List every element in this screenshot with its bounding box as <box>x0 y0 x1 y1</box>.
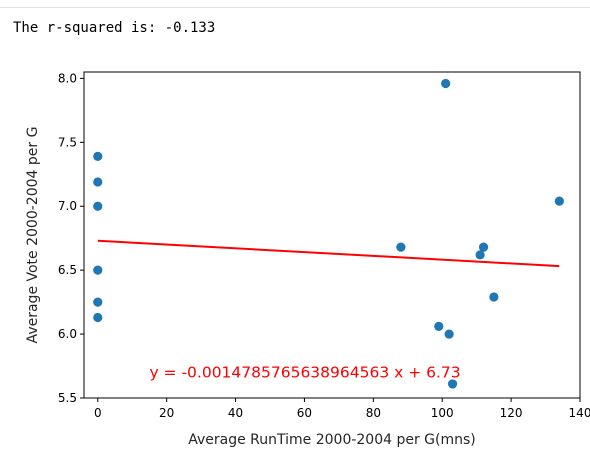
data-point <box>441 78 451 89</box>
plot-frame <box>83 71 581 399</box>
data-point <box>93 312 103 323</box>
regression-equation: y = -0.0014785765638964563 x + 6.73 <box>149 364 460 382</box>
x-axis-label: Average RunTime 2000-2004 per G(mns) <box>188 432 476 448</box>
y-axis-ticks: 5.5 6.0 6.5 7.0 7.5 8.0 <box>58 71 84 405</box>
data-point <box>554 196 564 206</box>
data-point <box>444 329 454 339</box>
x-tick-label: 20 <box>159 406 174 420</box>
plot-area-border <box>83 71 581 399</box>
data-point <box>93 201 103 211</box>
x-tick-label: 120 <box>500 406 523 420</box>
x-tick-label: 100 <box>431 406 454 420</box>
x-tick-label: 60 <box>297 406 312 420</box>
data-point <box>434 321 444 332</box>
regression-line-group <box>97 239 560 268</box>
data-point <box>447 379 458 389</box>
output-text: The r-squared is: -0.133 <box>13 20 216 36</box>
data-point <box>93 151 103 161</box>
data-point <box>478 242 489 252</box>
data-point <box>93 297 103 307</box>
x-tick-label: 80 <box>366 406 381 420</box>
data-point <box>475 250 485 260</box>
y-tick-label: 5.5 <box>58 391 77 405</box>
data-point <box>489 292 499 302</box>
regression-line <box>97 239 560 268</box>
y-tick-label: 6.5 <box>58 263 77 277</box>
x-axis-ticks: 0 20 40 60 80 100 120 140 <box>94 398 590 420</box>
x-tick-label: 0 <box>94 406 102 420</box>
cell-top-border <box>0 0 590 8</box>
x-tick-label: 40 <box>228 406 243 420</box>
data-points <box>93 78 564 389</box>
data-point <box>396 242 406 252</box>
y-axis-label: Average Vote 2000-2004 per G <box>25 127 41 344</box>
y-tick-label: 7.5 <box>58 135 77 149</box>
y-tick-label: 8.0 <box>58 71 77 85</box>
y-tick-label: 6.0 <box>58 327 77 341</box>
x-tick-label: 140 <box>569 406 590 420</box>
data-point <box>93 177 103 187</box>
y-tick-label: 7.0 <box>58 199 77 213</box>
data-point <box>93 265 103 275</box>
